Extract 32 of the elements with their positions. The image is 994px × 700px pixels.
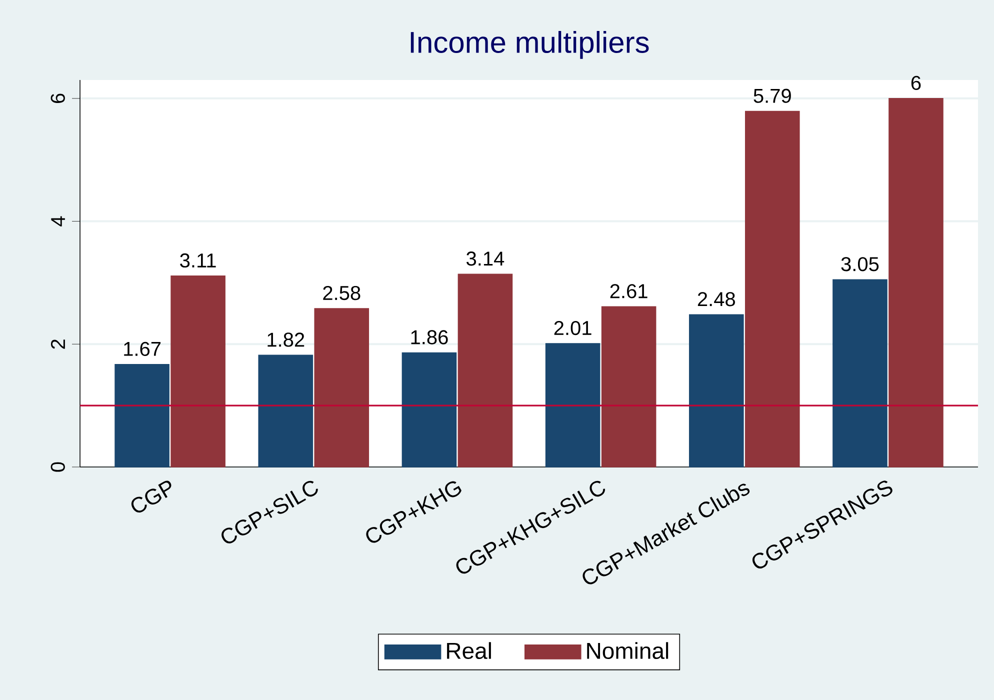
bar <box>114 364 170 468</box>
data-label: 5.79 <box>754 88 791 103</box>
bar <box>545 343 600 468</box>
data-label: 3.14 <box>466 252 504 266</box>
data-label: 1.67 <box>124 342 161 356</box>
y-tick-label: 4 <box>51 216 65 226</box>
data-label: 2.58 <box>323 286 360 300</box>
data-label: 1.82 <box>268 332 304 347</box>
data-label: 2.61 <box>610 284 648 298</box>
bar <box>832 279 888 468</box>
data-label: 3.05 <box>841 257 879 272</box>
data-label: 6 <box>911 76 921 90</box>
bar <box>688 314 744 468</box>
data-label: 3.11 <box>180 253 216 268</box>
data-label: 2.48 <box>698 292 735 306</box>
y-tick-label: 6 <box>50 94 65 103</box>
data-label: 1.86 <box>411 330 448 344</box>
legend-label: Real <box>447 642 491 660</box>
bar <box>258 354 314 468</box>
x-tick-label: CGP <box>131 480 172 513</box>
bar <box>402 352 457 468</box>
data-label: 2.01 <box>554 320 592 336</box>
chart-title: Income multipliers <box>410 30 649 59</box>
bar <box>601 306 656 468</box>
bar <box>888 98 944 468</box>
bar <box>170 276 226 468</box>
y-tick-label: 2 <box>50 340 65 349</box>
y-tick-label: 0 <box>50 462 65 472</box>
bar <box>744 110 800 468</box>
legend-label: Nominal <box>587 642 668 660</box>
bar <box>314 308 370 468</box>
bar <box>458 274 513 468</box>
